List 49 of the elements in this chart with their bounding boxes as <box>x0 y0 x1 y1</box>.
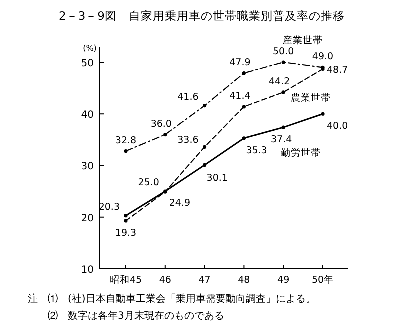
title: 2－3－9図 自家用乗用車の世帯職業別普及率の推移 <box>59 9 345 23</box>
point <box>124 219 128 223</box>
point <box>282 60 286 64</box>
xtick: 昭和45 <box>110 275 142 286</box>
xtick: 49 <box>278 275 290 286</box>
point <box>124 214 128 218</box>
ytick: 30 <box>81 162 94 173</box>
label: 47.9 <box>230 57 251 68</box>
point <box>203 163 207 168</box>
series-name: 農業世帯 <box>291 93 331 104</box>
label: 35.3 <box>246 145 268 156</box>
point <box>124 149 128 154</box>
series-name: 産業世帯 <box>283 36 323 47</box>
point <box>203 145 207 149</box>
ytick: 40 <box>81 110 94 122</box>
label: 37.4 <box>271 134 292 146</box>
label: 40.0 <box>327 121 348 132</box>
label: 24.9 <box>169 198 191 210</box>
point <box>242 72 246 76</box>
series-name: 勤労世帯 <box>281 148 321 160</box>
ytick: 50 <box>81 58 94 70</box>
point <box>242 136 246 140</box>
point <box>321 112 325 116</box>
label: 33.6 <box>178 135 199 146</box>
xtick: 50年 <box>312 275 334 286</box>
label: 36.0 <box>150 118 172 130</box>
label: 50.0 <box>273 46 294 58</box>
label: 44.2 <box>269 76 290 88</box>
label: 41.6 <box>178 92 199 103</box>
xtick: 46 <box>159 275 172 286</box>
label: 25.0 <box>138 178 160 189</box>
label: 19.3 <box>115 228 137 239</box>
point <box>282 90 286 94</box>
point <box>242 105 246 109</box>
label: 48.7 <box>327 65 348 76</box>
label: 32.8 <box>115 135 137 146</box>
annotation: 注 ⑴ (社)日本自動車工業会「乗用車需要動向調査」による。 <box>28 294 316 305</box>
label: 41.4 <box>230 90 251 102</box>
point <box>282 126 286 130</box>
ytick: 20 <box>81 213 94 224</box>
xtick: 48 <box>238 275 250 286</box>
annotation: ⑵ 数字は各年3月末現在のものである <box>48 311 224 322</box>
xtick: 47 <box>198 275 211 286</box>
point <box>203 104 207 108</box>
ylabel: (%) <box>83 44 97 53</box>
ytick: 10 <box>81 265 94 276</box>
label: 30.1 <box>206 173 228 184</box>
point <box>164 132 168 137</box>
label: 49.0 <box>312 52 334 63</box>
